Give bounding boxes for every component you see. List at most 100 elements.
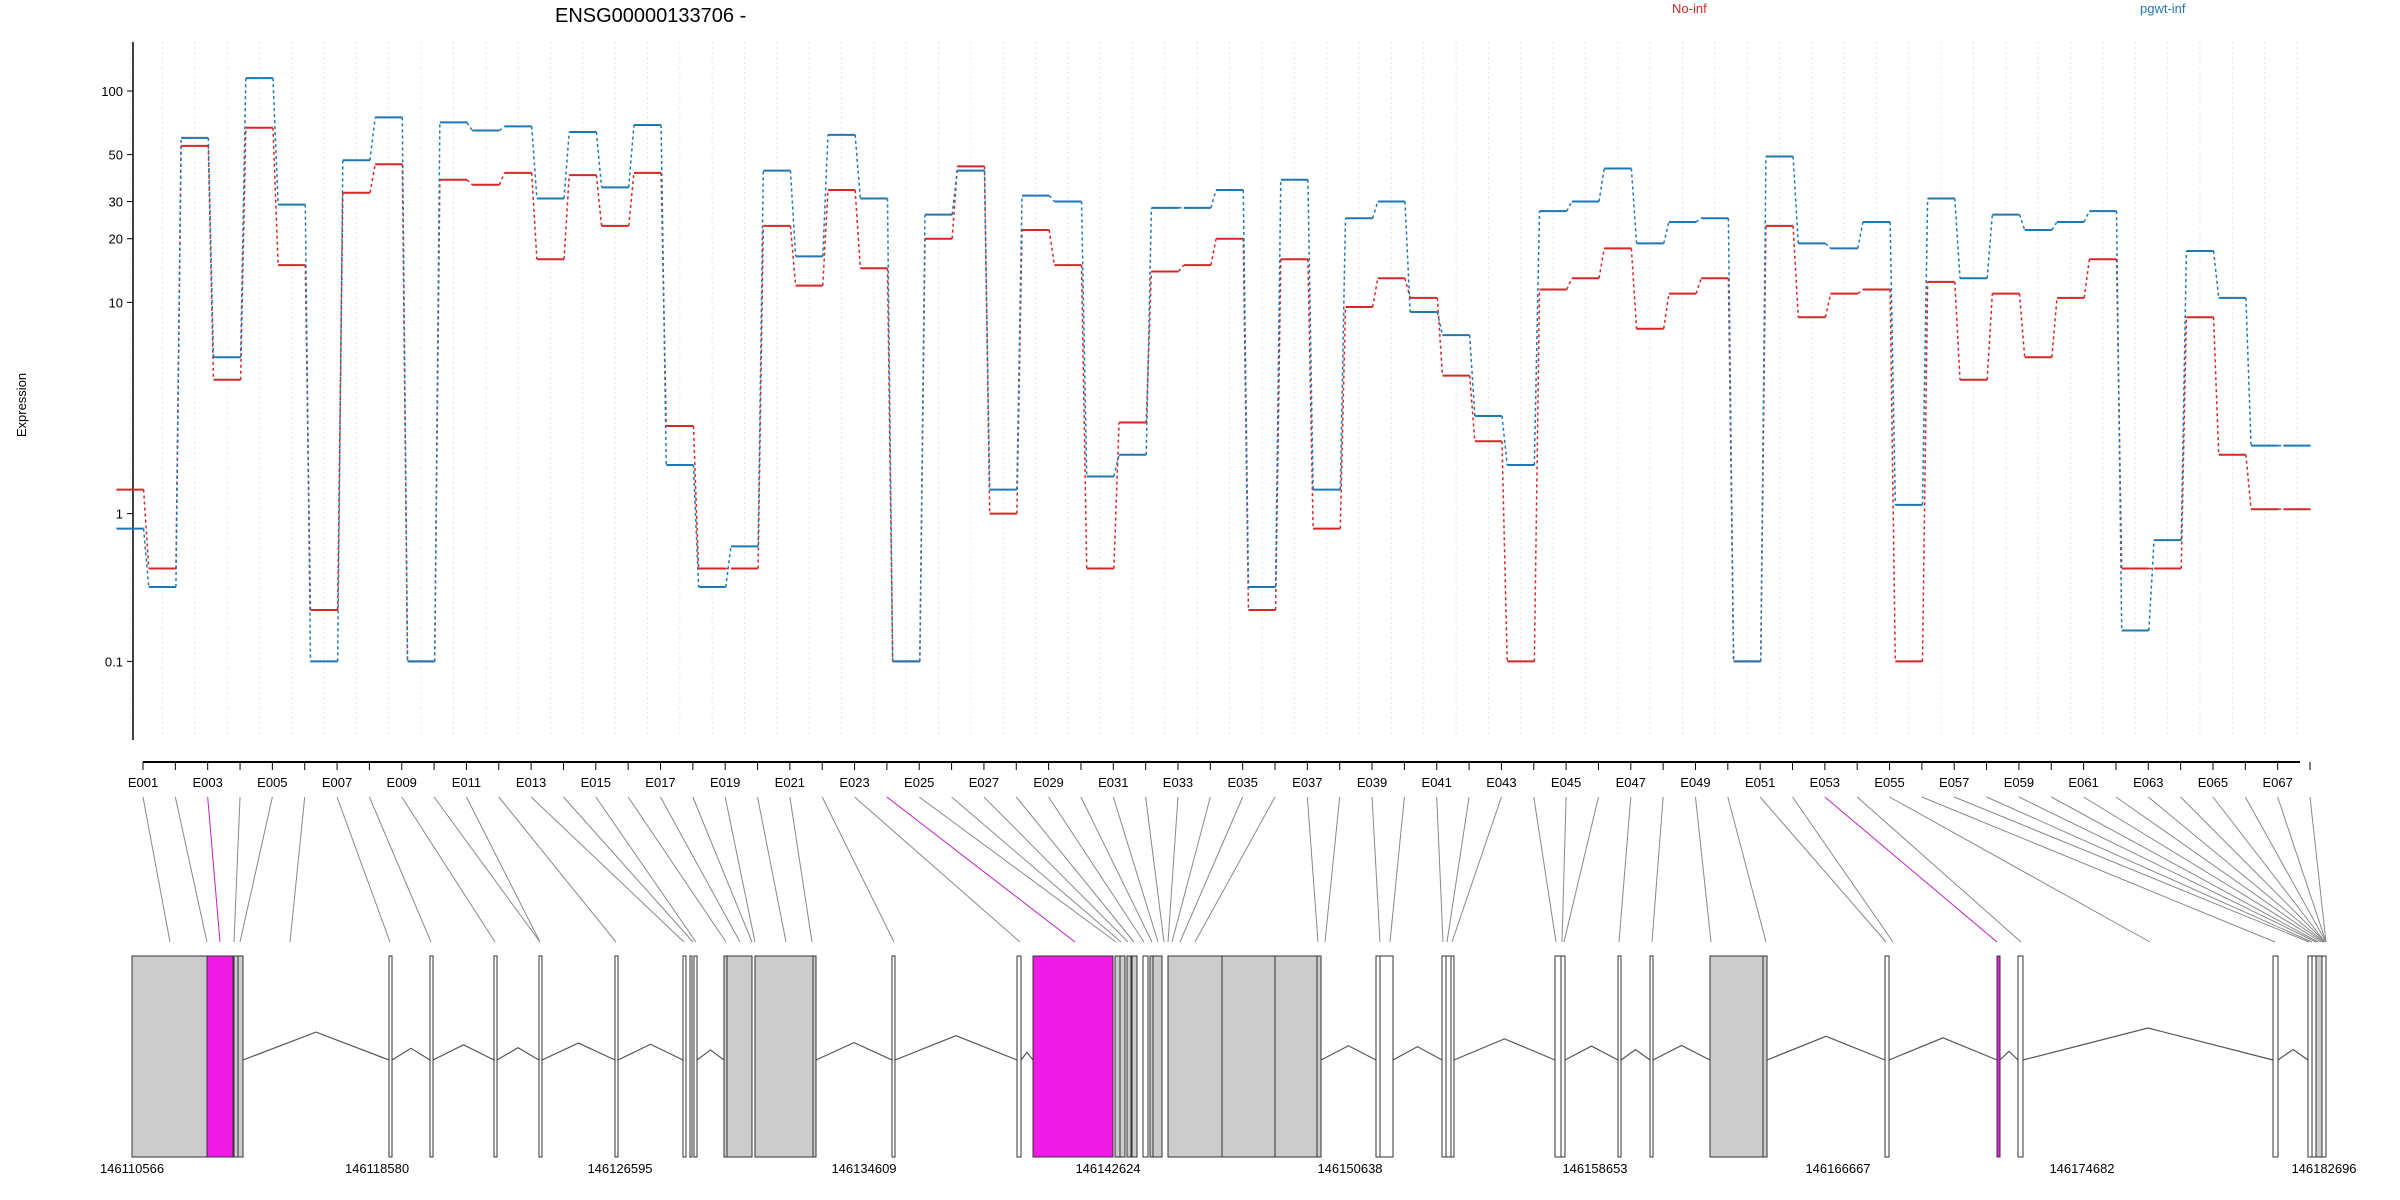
exon-tick-label: E067 [2262, 775, 2292, 790]
exon-tick-label: E037 [1292, 775, 1322, 790]
exon-connector [498, 796, 617, 943]
genomic-coordinate-label: 146134609 [831, 1161, 896, 1176]
series-connector [563, 131, 570, 199]
exon-block [812, 955, 817, 1158]
exon-tick-label: E045 [1551, 775, 1581, 790]
exon-block [1142, 955, 1149, 1158]
exon-connector [757, 796, 787, 943]
exon-tick-label: E003 [192, 775, 222, 790]
exon-tick-label: E035 [1227, 775, 1257, 790]
series-connector [1210, 238, 1217, 266]
exon-block [891, 955, 896, 1158]
intron-line [1392, 1045, 1443, 1061]
exon-tick-label: E011 [452, 775, 481, 790]
exon-block [233, 955, 239, 1158]
series-connector [1759, 156, 1767, 662]
series-connector [1242, 190, 1250, 587]
series-connector [369, 164, 376, 193]
series-connector [1662, 293, 1670, 329]
exon-tick-label: E009 [387, 775, 417, 790]
exon-block [689, 955, 693, 1158]
series-connector [1630, 168, 1638, 244]
series-connector [1080, 265, 1088, 569]
exon-connector [2180, 796, 2326, 943]
series-connector [466, 179, 473, 186]
exon-block [2321, 955, 2327, 1158]
exon-connector [886, 796, 1076, 943]
series-connector [175, 137, 182, 587]
series-connector [1630, 248, 1638, 329]
exon-block [1884, 955, 1890, 1158]
legend-no-inf: No-inf [1672, 1, 1707, 16]
genomic-coordinate-label: 146150638 [1317, 1161, 1382, 1176]
series-connector [2212, 250, 2220, 298]
exon-block [1016, 955, 1022, 1158]
series-connector [1501, 415, 1508, 466]
exon-connector [1727, 796, 1767, 943]
genomic-coordinate-label: 146118580 [345, 1161, 409, 1176]
series-connector [1113, 454, 1120, 477]
exon-connector [174, 796, 208, 943]
exon-block [1316, 955, 1322, 1158]
exon-tick-label: E057 [1939, 775, 1969, 790]
exon-tick-label: E063 [2133, 775, 2163, 790]
exon-block [429, 955, 434, 1158]
series-connector [2018, 214, 2026, 231]
exon-connector [1563, 796, 1599, 943]
exon-block [2017, 955, 2024, 1158]
exon-connector [2244, 796, 2327, 943]
y-tick-label: 30 [109, 195, 123, 210]
series-connector [239, 78, 247, 358]
series-connector [304, 204, 312, 662]
exon-tick-label: E019 [710, 775, 740, 790]
series-connector [1274, 179, 1282, 587]
intron-line [1453, 1038, 1556, 1061]
exon-block [1119, 955, 1126, 1158]
series-connector [498, 172, 506, 186]
exon-block [1560, 955, 1566, 1158]
series-connector [919, 214, 926, 662]
exon-connector [2051, 796, 2319, 943]
exon-connector [233, 796, 241, 943]
exon-tick-label: E021 [775, 775, 805, 790]
intron-line [617, 1043, 684, 1061]
genomic-coordinate-label: 146174682 [2049, 1161, 2114, 1176]
exon-connector [789, 796, 813, 943]
exon-connector [951, 796, 1122, 943]
exon-connector [1145, 796, 1165, 943]
exon-block [2307, 955, 2313, 1158]
exon-block [1167, 955, 1223, 1158]
series-connector [2051, 221, 2058, 231]
gene-model [131, 955, 2327, 1158]
series-connector [1824, 293, 1832, 318]
series-connector [1598, 248, 1605, 279]
series-connector [1792, 225, 1800, 318]
series-connector [1468, 335, 1476, 416]
intron-line [1652, 1044, 1711, 1061]
series-connector [725, 546, 732, 588]
intron-line [1320, 1045, 1377, 1061]
series-connector [886, 198, 894, 662]
series-connector [822, 134, 829, 257]
series-connector [1145, 207, 1153, 455]
series-connector [272, 127, 279, 266]
exon-tick-label: E051 [1745, 775, 1775, 790]
series-connector [1468, 375, 1476, 442]
series-connector [1113, 422, 1120, 569]
series-connector [433, 122, 441, 662]
intron-line [496, 1047, 540, 1061]
series-connector [2083, 210, 2091, 223]
series-connector [1048, 195, 1055, 202]
exon-block [726, 955, 753, 1158]
exon-block [131, 955, 208, 1158]
exon-tick-label: E055 [1874, 775, 1904, 790]
intron-line [432, 1044, 495, 1061]
series-connector [789, 225, 797, 286]
exon-tick-label: E053 [1810, 775, 1840, 790]
y-tick-label: 100 [101, 84, 123, 99]
series-connector [1857, 288, 1864, 295]
exon-connector [1954, 796, 2310, 943]
exon-block [2315, 955, 2323, 1158]
exon-connector [1080, 796, 1153, 943]
exon-tick-label: E033 [1163, 775, 1193, 790]
